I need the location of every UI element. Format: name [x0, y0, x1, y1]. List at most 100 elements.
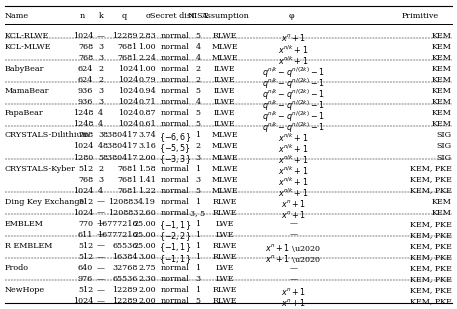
Text: RLWE: RLWE — [213, 297, 237, 305]
Text: normal: normal — [160, 98, 189, 106]
Text: 2: 2 — [196, 76, 201, 84]
Text: KEM, PKE: KEM, PKE — [409, 187, 452, 195]
Text: Name: Name — [5, 12, 29, 20]
Text: 2.75: 2.75 — [138, 264, 156, 272]
Text: KEM, PKE: KEM, PKE — [409, 297, 452, 305]
Text: Assumption: Assumption — [201, 12, 249, 20]
Text: $x^n + 1$: $x^n + 1$ — [281, 198, 306, 209]
Text: normal: normal — [160, 187, 189, 195]
Text: normal: normal — [160, 109, 189, 117]
Text: ILWE: ILWE — [214, 109, 236, 117]
Text: SIG: SIG — [436, 142, 452, 150]
Text: 1: 1 — [196, 131, 201, 139]
Text: —: — — [289, 264, 298, 272]
Text: 768: 768 — [78, 54, 93, 62]
Text: MLWE: MLWE — [212, 142, 238, 150]
Text: $x^{n/k} + 1$: $x^{n/k} + 1$ — [278, 187, 308, 199]
Text: 2: 2 — [98, 165, 103, 172]
Text: 3: 3 — [98, 43, 103, 51]
Text: 2.24: 2.24 — [138, 54, 156, 62]
Text: —: — — [97, 297, 105, 305]
Text: 2.83: 2.83 — [138, 32, 156, 40]
Text: 1280: 1280 — [73, 154, 93, 162]
Text: ILWE: ILWE — [214, 65, 236, 73]
Text: KEM, PKE: KEM, PKE — [409, 176, 452, 184]
Text: 8380417: 8380417 — [103, 142, 138, 150]
Text: 1: 1 — [196, 264, 201, 272]
Text: CRYSTALS-Kyber: CRYSTALS-Kyber — [5, 165, 75, 172]
Text: $q^{n/k} - q^{n/(2k)} - 1$: $q^{n/k} - q^{n/(2k)} - 1$ — [262, 65, 325, 80]
Text: $x^{n/k} + 1$: $x^{n/k} + 1$ — [278, 142, 308, 155]
Text: KEM, PKE: KEM, PKE — [409, 264, 452, 272]
Text: 8380417: 8380417 — [103, 131, 138, 139]
Text: MLWE: MLWE — [212, 154, 238, 162]
Text: 512: 512 — [78, 165, 93, 172]
Text: normal: normal — [160, 76, 189, 84]
Text: 1024: 1024 — [73, 187, 93, 195]
Text: 1024: 1024 — [117, 121, 138, 129]
Text: 624: 624 — [78, 76, 93, 84]
Text: 32768: 32768 — [113, 264, 138, 272]
Text: $\{-6, 6\}$: $\{-6, 6\}$ — [159, 131, 191, 144]
Text: —: — — [97, 275, 105, 283]
Text: 12289: 12289 — [112, 286, 138, 294]
Text: 3: 3 — [98, 98, 103, 106]
Text: $q^{n/k} - q^{n/(2k)} - 1$: $q^{n/k} - q^{n/(2k)} - 1$ — [262, 121, 325, 135]
Text: 512: 512 — [78, 242, 93, 250]
Text: $q^{n/k} - q^{n/(2k)} - 1$: $q^{n/k} - q^{n/(2k)} - 1$ — [262, 98, 325, 113]
Text: 2: 2 — [196, 65, 201, 73]
Text: 1.22: 1.22 — [138, 187, 156, 195]
Text: KEM: KEM — [432, 65, 452, 73]
Text: PapaBear: PapaBear — [5, 109, 43, 117]
Text: RLWE: RLWE — [213, 253, 237, 261]
Text: KEM, PKE: KEM, PKE — [409, 231, 452, 239]
Text: normal: normal — [160, 165, 189, 172]
Text: 3: 3 — [196, 154, 201, 162]
Text: KEM, PKE: KEM, PKE — [409, 165, 452, 172]
Text: 1: 1 — [196, 220, 201, 228]
Text: 1024: 1024 — [117, 65, 138, 73]
Text: 0.71: 0.71 — [138, 98, 156, 106]
Text: normal: normal — [160, 275, 189, 283]
Text: —: — — [97, 242, 105, 250]
Text: normal: normal — [160, 87, 189, 95]
Text: 976: 976 — [78, 275, 93, 283]
Text: KEM: KEM — [432, 198, 452, 205]
Text: 624: 624 — [78, 65, 93, 73]
Text: ILWE: ILWE — [214, 76, 236, 84]
Text: 16777216: 16777216 — [97, 231, 138, 239]
Text: 7681: 7681 — [118, 187, 138, 195]
Text: KEM, PKE: KEM, PKE — [409, 220, 452, 228]
Text: normal: normal — [160, 54, 189, 62]
Text: 25.00: 25.00 — [133, 242, 156, 250]
Text: LWE: LWE — [216, 231, 234, 239]
Text: 7681: 7681 — [118, 165, 138, 172]
Text: 0.61: 0.61 — [138, 121, 156, 129]
Text: 1: 1 — [196, 165, 201, 172]
Text: 2: 2 — [98, 76, 103, 84]
Text: 768: 768 — [78, 131, 93, 139]
Text: 640: 640 — [78, 264, 93, 272]
Text: $x^n + 1$ \u2020: $x^n + 1$ \u2020 — [266, 242, 322, 254]
Text: 0.79: 0.79 — [138, 76, 156, 84]
Text: 25.00: 25.00 — [133, 231, 156, 239]
Text: 5: 5 — [98, 154, 103, 162]
Text: —: — — [97, 220, 105, 228]
Text: NIST: NIST — [187, 12, 208, 20]
Text: 3.16: 3.16 — [138, 142, 156, 150]
Text: $x^{n/k} + 1$: $x^{n/k} + 1$ — [278, 165, 308, 177]
Text: normal: normal — [160, 209, 189, 217]
Text: 4: 4 — [98, 142, 103, 150]
Text: 16777216: 16777216 — [97, 220, 138, 228]
Text: MLWE: MLWE — [212, 165, 238, 172]
Text: MLWE: MLWE — [212, 43, 238, 51]
Text: —: — — [97, 198, 105, 205]
Text: —: — — [289, 275, 298, 283]
Text: 2: 2 — [196, 142, 201, 150]
Text: φ: φ — [288, 12, 294, 20]
Text: KEM, PKE: KEM, PKE — [409, 242, 452, 250]
Text: $\{-5, 5\}$: $\{-5, 5\}$ — [159, 142, 191, 155]
Text: 1024: 1024 — [73, 142, 93, 150]
Text: 1024: 1024 — [117, 109, 138, 117]
Text: 1248: 1248 — [73, 121, 93, 129]
